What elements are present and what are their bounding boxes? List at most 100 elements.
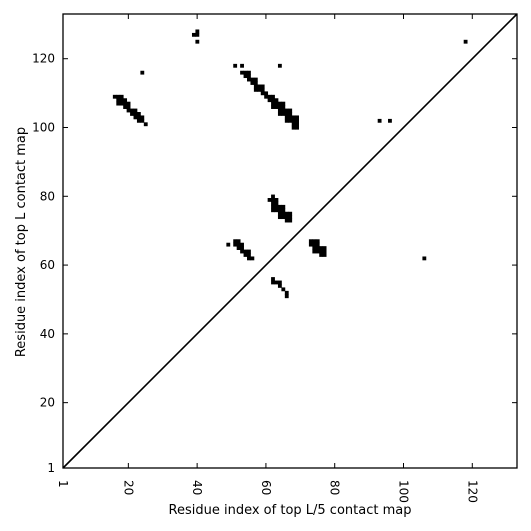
contact-cell — [312, 242, 317, 247]
contact-cell — [274, 201, 279, 206]
contact-cell — [271, 208, 275, 213]
contact-cell — [312, 239, 317, 244]
contact-cell — [240, 63, 244, 68]
contact-cell — [112, 94, 117, 99]
contact-cell — [133, 108, 138, 113]
contact-cell — [322, 249, 327, 254]
contact-cell — [288, 118, 293, 123]
contact-cell — [195, 39, 200, 44]
contact-cell — [257, 84, 262, 89]
contact-cell — [247, 77, 251, 82]
contact-cell — [281, 101, 286, 106]
x-tick-label: 20 — [121, 480, 135, 495]
contact-cell — [260, 91, 265, 96]
contact-cell — [274, 101, 279, 106]
contact-cell — [143, 122, 148, 127]
contact-cell — [284, 112, 289, 116]
contact-cell — [136, 115, 141, 120]
contact-cell — [277, 204, 282, 209]
contact-cell — [315, 246, 320, 250]
contact-cell — [236, 242, 241, 247]
y-tick-label: 60 — [40, 258, 55, 272]
contact-cell — [119, 98, 124, 103]
contact-cell — [277, 63, 282, 68]
contact-cell — [277, 108, 282, 113]
contact-cell — [284, 115, 289, 120]
contact-cell — [274, 105, 279, 109]
contact-cell — [291, 118, 296, 123]
contact-cell — [277, 215, 282, 220]
contact-cell — [136, 112, 141, 116]
contact-cell — [271, 277, 275, 281]
contact-cell — [119, 94, 124, 99]
contact-cell — [240, 70, 244, 75]
contact-cell — [388, 118, 392, 123]
contact-cell — [247, 256, 251, 261]
contact-cell — [140, 118, 145, 123]
contact-cell — [264, 94, 269, 99]
contact-cell — [126, 101, 131, 106]
contact-cell — [253, 87, 258, 92]
contact-cell — [315, 239, 320, 244]
contact-cell — [288, 211, 293, 216]
contact-cell — [233, 63, 238, 68]
contact-cell — [312, 249, 317, 254]
contact-cell — [281, 112, 286, 116]
contact-cell — [191, 32, 196, 37]
y-tick-label: 80 — [40, 189, 55, 203]
diagonal-line — [62, 13, 518, 469]
contact-cell — [281, 208, 286, 213]
contact-cell — [281, 215, 286, 220]
contact-cell — [226, 242, 231, 247]
contact-cell — [277, 101, 282, 106]
contact-cell — [267, 98, 272, 103]
x-tick-label: 80 — [328, 480, 342, 495]
contact-cell — [253, 84, 258, 89]
contact-cell — [284, 294, 289, 299]
contact-cell — [130, 112, 134, 116]
contact-cell — [308, 242, 313, 247]
contact-cell — [284, 215, 289, 220]
contact-cell — [233, 242, 238, 247]
contact-cell — [271, 280, 275, 285]
contact-cell — [271, 198, 275, 202]
y-tick-label: 120 — [32, 52, 55, 66]
contact-cell — [243, 74, 248, 79]
contact-cell — [288, 115, 293, 120]
contact-cell — [195, 29, 200, 34]
contact-cell — [116, 101, 121, 106]
contact-cell — [247, 74, 251, 79]
contact-cell — [274, 208, 279, 213]
contact-cell — [267, 94, 272, 99]
contact-cell — [240, 246, 244, 250]
contact-cell — [130, 108, 134, 113]
x-tick-label: 100 — [397, 480, 411, 503]
contact-cell — [422, 256, 427, 261]
contact-cell — [274, 198, 279, 202]
contact-cell — [277, 112, 282, 116]
contact-cell — [133, 115, 138, 120]
contact-cell — [233, 239, 238, 244]
contact-cell — [295, 115, 299, 120]
contact-cell — [288, 218, 293, 223]
plot-frame — [62, 13, 518, 469]
contact-cell — [133, 112, 138, 116]
contact-cell — [277, 211, 282, 216]
contact-cell — [315, 249, 320, 254]
y-tick-label: 20 — [40, 396, 55, 410]
contact-cell — [119, 101, 124, 106]
contact-cell — [250, 81, 255, 85]
contact-cell — [277, 280, 282, 285]
contact-cell — [243, 249, 248, 254]
contact-cell — [123, 98, 128, 103]
contact-cell — [250, 256, 255, 261]
contact-cell — [240, 249, 244, 254]
contact-cell — [247, 70, 251, 75]
contact-cell — [463, 39, 468, 44]
x-tick-label: 60 — [259, 480, 273, 495]
contact-cell — [288, 108, 293, 113]
contact-cell — [284, 108, 289, 113]
contact-cell — [236, 239, 241, 244]
x-tick-label: 1 — [56, 480, 70, 488]
